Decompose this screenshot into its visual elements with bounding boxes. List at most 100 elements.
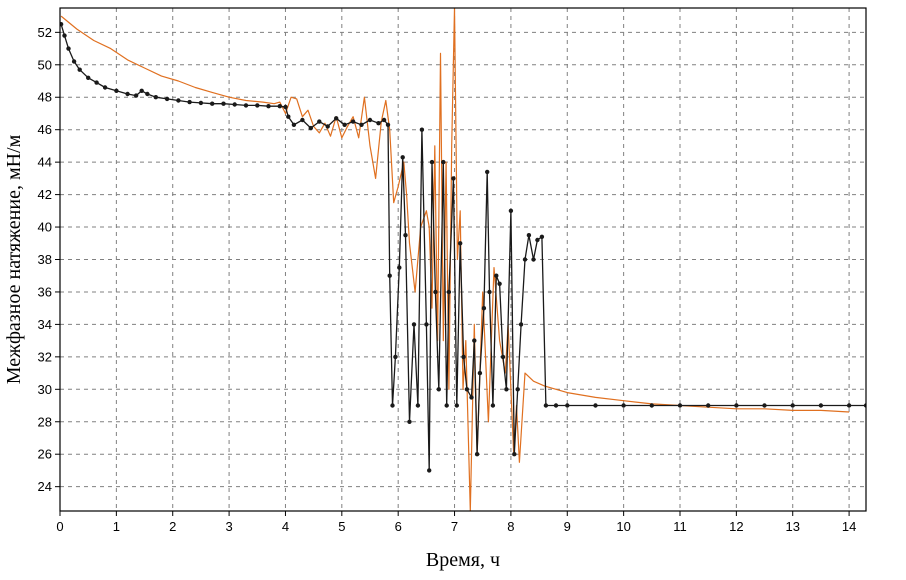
data-point xyxy=(424,322,429,327)
y-tick-label: 52 xyxy=(38,25,52,40)
y-tick-label: 40 xyxy=(38,220,52,235)
x-tick-label: 5 xyxy=(338,519,345,534)
data-point xyxy=(429,159,435,165)
y-tick-label: 36 xyxy=(38,284,52,299)
y-tick-label: 26 xyxy=(38,447,52,462)
data-point xyxy=(232,102,237,107)
data-point xyxy=(427,468,432,473)
data-point xyxy=(62,33,67,38)
data-point xyxy=(846,403,852,408)
data-point xyxy=(283,104,288,110)
data-point xyxy=(419,127,425,132)
x-tick-label: 9 xyxy=(564,519,571,534)
data-point xyxy=(487,289,492,295)
x-tick-label: 6 xyxy=(395,519,402,534)
data-point xyxy=(210,101,215,106)
data-point xyxy=(393,354,398,360)
x-tick-label: 8 xyxy=(507,519,514,534)
data-point xyxy=(474,452,480,457)
data-point xyxy=(436,387,441,392)
data-point xyxy=(266,104,271,109)
data-point xyxy=(706,403,711,408)
data-point xyxy=(102,85,108,90)
data-point xyxy=(477,370,483,376)
series-line xyxy=(60,24,866,472)
data-point xyxy=(125,91,130,97)
data-point xyxy=(734,403,739,408)
data-point xyxy=(139,88,144,94)
data-point xyxy=(221,101,226,106)
data-point xyxy=(539,234,545,239)
data-point xyxy=(464,387,470,392)
y-tick-label: 48 xyxy=(38,90,52,105)
x-tick-label: 3 xyxy=(225,519,232,534)
data-point xyxy=(458,241,463,246)
data-point xyxy=(153,95,158,100)
data-point xyxy=(481,306,487,311)
data-point xyxy=(291,122,297,128)
data-point xyxy=(446,289,452,295)
data-point xyxy=(535,237,540,243)
x-tick-label: 10 xyxy=(616,519,630,534)
data-point xyxy=(390,403,395,408)
grid xyxy=(60,8,866,511)
data-point xyxy=(472,338,477,343)
data-point xyxy=(308,125,313,131)
y-tick-label: 50 xyxy=(38,57,52,72)
data-point xyxy=(543,403,549,408)
x-tick-label: 7 xyxy=(451,519,458,534)
x-axis-title: Время, ч xyxy=(426,549,500,571)
data-point xyxy=(522,257,528,262)
data-point xyxy=(553,403,559,408)
x-tick-label: 2 xyxy=(169,519,176,534)
data-point xyxy=(243,103,249,108)
y-tick-label: 34 xyxy=(38,317,52,332)
data-point xyxy=(133,93,139,98)
data-point xyxy=(114,88,119,94)
data-point xyxy=(317,119,322,124)
data-point xyxy=(187,99,192,105)
x-tick-label: 12 xyxy=(729,519,743,534)
data-point xyxy=(500,354,506,360)
y-tick-label: 46 xyxy=(38,122,52,137)
x-tick-label: 13 xyxy=(785,519,799,534)
data-point xyxy=(325,124,330,129)
x-tick-label: 0 xyxy=(56,519,63,534)
data-point xyxy=(454,403,459,408)
data-point xyxy=(376,121,381,126)
data-point xyxy=(508,208,514,213)
y-tick-label: 38 xyxy=(38,252,52,267)
y-tick-label: 28 xyxy=(38,414,52,429)
x-tick-label: 1 xyxy=(113,519,120,534)
y-tick-label: 32 xyxy=(38,349,52,364)
y-tick-label: 30 xyxy=(38,382,52,397)
data-point xyxy=(490,403,496,408)
data-point xyxy=(381,117,387,123)
data-point xyxy=(198,100,204,106)
x-tick-label: 11 xyxy=(673,519,687,534)
data-point xyxy=(71,59,77,64)
data-point xyxy=(818,403,824,408)
data-point xyxy=(86,75,91,81)
data-point xyxy=(512,452,517,457)
data-point xyxy=(359,122,364,128)
data-point xyxy=(407,419,412,424)
data-point xyxy=(565,403,570,408)
data-point xyxy=(451,176,456,181)
data-point xyxy=(790,403,795,408)
data-point xyxy=(387,273,392,278)
data-point xyxy=(461,354,466,360)
series-layer xyxy=(60,8,866,511)
data-point xyxy=(677,403,683,408)
data-point xyxy=(403,233,408,238)
data-point xyxy=(649,403,654,408)
y-axis-title: Межфазное натяжение, мН/м xyxy=(3,134,25,384)
data-point xyxy=(176,98,181,103)
data-point xyxy=(77,67,82,72)
y-tick-label: 42 xyxy=(38,187,52,202)
y-tick-label: 44 xyxy=(38,155,52,170)
data-point xyxy=(397,265,402,270)
x-tick-label: 14 xyxy=(842,519,856,534)
data-point xyxy=(593,403,598,408)
